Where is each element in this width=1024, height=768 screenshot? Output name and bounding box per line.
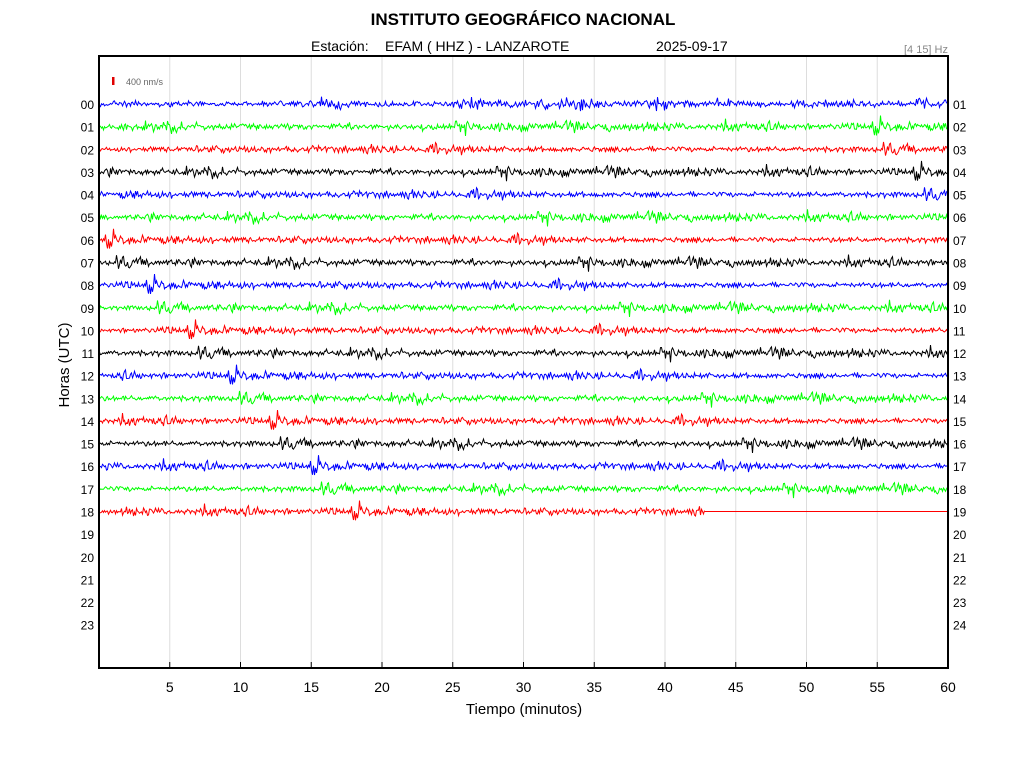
hour-label-right: 07 — [953, 234, 967, 248]
scale-bar — [112, 77, 115, 85]
hour-label-right: 12 — [953, 347, 967, 361]
hour-label-left: 05 — [81, 211, 95, 225]
hour-label-right: 24 — [953, 619, 967, 633]
trace-hour-12 — [98, 364, 948, 385]
station-label: Estación: — [311, 38, 369, 54]
x-axis-ticks: 5 10 15 20 25 30 35 40 45 50 55 60 — [166, 662, 956, 695]
hour-label-right: 11 — [953, 324, 966, 338]
hour-label-right: 20 — [953, 528, 967, 542]
hour-label-right: 18 — [953, 483, 967, 497]
hour-label-right: 06 — [953, 211, 967, 225]
hour-label-left: 00 — [81, 98, 95, 112]
hour-label-right: 23 — [953, 596, 967, 610]
hour-label-right: 16 — [953, 438, 967, 452]
x-tick-label: 25 — [445, 679, 461, 695]
station-name: EFAM ( HHZ ) - LANZAROTE — [385, 38, 569, 54]
hour-label-left: 03 — [81, 166, 95, 180]
hour-label-left: 15 — [81, 438, 95, 452]
hour-label-right: 15 — [953, 415, 967, 429]
trace-hour-13 — [98, 390, 948, 408]
trace-hour-06 — [98, 228, 948, 249]
trace-hour-04 — [98, 186, 948, 202]
trace-hour-03 — [98, 160, 948, 182]
trace-hour-16 — [98, 455, 948, 476]
hour-label-left: 10 — [81, 324, 95, 338]
trace-hour-00 — [98, 96, 948, 112]
hour-label-right: 02 — [953, 121, 967, 135]
scale-label: 400 nm/s — [126, 77, 164, 87]
hour-label-right: 09 — [953, 279, 967, 293]
hour-label-left: 08 — [81, 279, 95, 293]
hour-label-left: 07 — [81, 256, 95, 270]
hour-label-right: 05 — [953, 189, 967, 203]
left-hour-labels: 00 01 02 03 04 05 06 07 08 09 10 11 12 13 14 15 16 17 18 19… — [81, 98, 95, 633]
hour-label-right: 17 — [953, 460, 967, 474]
x-tick-label: 40 — [657, 679, 673, 695]
x-tick-label: 10 — [233, 679, 249, 695]
hour-label-right: 22 — [953, 573, 967, 587]
hour-label-left: 20 — [81, 551, 95, 565]
trace-hour-18 — [98, 500, 705, 521]
trace-hour-14 — [98, 409, 948, 430]
seismic-traces — [98, 96, 948, 521]
x-tick-label: 15 — [303, 679, 319, 695]
hour-label-left: 19 — [81, 528, 95, 542]
trace-hour-11 — [98, 345, 948, 363]
chart-title: INSTITUTO GEOGRÁFICO NACIONAL — [371, 10, 676, 29]
hour-label-left: 13 — [81, 392, 95, 406]
grid-lines — [169, 56, 878, 668]
trace-hour-17 — [98, 481, 948, 499]
hour-label-right: 21 — [953, 551, 967, 565]
hour-label-right: 14 — [953, 392, 967, 406]
hour-label-left: 21 — [81, 573, 95, 587]
hour-label-left: 14 — [81, 415, 95, 429]
hour-label-right: 08 — [953, 256, 967, 270]
chart-date: 2025-09-17 — [656, 38, 728, 54]
x-tick-label: 55 — [869, 679, 885, 695]
hour-label-left: 09 — [81, 302, 95, 316]
hour-label-right: 10 — [953, 302, 967, 316]
hour-label-left: 11 — [82, 347, 95, 361]
hour-label-left: 04 — [81, 189, 95, 203]
hour-label-left: 06 — [81, 234, 95, 248]
x-axis-label: Tiempo (minutos) — [466, 701, 582, 718]
hour-label-right: 01 — [953, 98, 967, 112]
hour-label-left: 22 — [81, 596, 95, 610]
trace-hour-10 — [98, 319, 948, 340]
x-tick-label: 45 — [728, 679, 744, 695]
x-tick-label: 20 — [374, 679, 390, 695]
trace-hour-09 — [98, 299, 948, 318]
y-axis-label: Horas (UTC) — [56, 322, 73, 407]
hour-label-left: 18 — [81, 506, 95, 520]
trace-hour-05 — [98, 209, 948, 227]
x-tick-label: 50 — [799, 679, 815, 695]
x-tick-label: 5 — [166, 679, 174, 695]
hour-label-left: 23 — [81, 619, 95, 633]
trace-hour-15 — [98, 436, 948, 453]
hour-label-right: 19 — [953, 506, 967, 520]
trace-hour-07 — [98, 254, 948, 272]
x-tick-label: 35 — [586, 679, 602, 695]
right-hour-labels: 01 02 03 04 05 06 07 08 09 10 11 12 13 14 15 16 17 18 19 20… — [953, 98, 967, 633]
hour-label-left: 01 — [81, 121, 95, 135]
hour-label-left: 12 — [81, 370, 95, 384]
trace-hour-08 — [98, 274, 948, 294]
x-tick-label: 60 — [940, 679, 956, 695]
hour-label-left: 17 — [81, 483, 95, 497]
hour-label-left: 16 — [81, 460, 95, 474]
x-tick-label: 30 — [516, 679, 532, 695]
hour-label-left: 02 — [81, 143, 95, 157]
hour-label-right: 04 — [953, 166, 967, 180]
trace-hour-01 — [98, 115, 948, 136]
hour-label-right: 13 — [953, 370, 967, 384]
trace-hour-02 — [98, 141, 948, 156]
hour-label-right: 03 — [953, 143, 967, 157]
filter-band: [4 15] Hz — [904, 44, 948, 56]
